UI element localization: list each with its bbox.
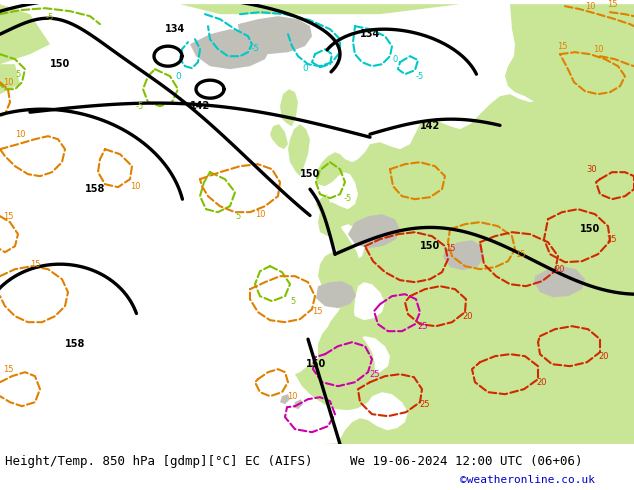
Text: 158: 158 bbox=[65, 339, 85, 349]
Text: 15: 15 bbox=[30, 260, 40, 269]
Polygon shape bbox=[505, 4, 634, 106]
Text: 15: 15 bbox=[312, 307, 322, 316]
Text: 150: 150 bbox=[306, 359, 326, 369]
Polygon shape bbox=[0, 4, 50, 64]
Text: 5: 5 bbox=[235, 212, 241, 220]
Text: 20: 20 bbox=[598, 352, 609, 361]
Text: 0: 0 bbox=[392, 55, 398, 64]
Text: 134: 134 bbox=[360, 29, 380, 39]
Text: 10: 10 bbox=[287, 392, 297, 401]
Polygon shape bbox=[316, 194, 375, 392]
Polygon shape bbox=[190, 29, 270, 69]
Polygon shape bbox=[320, 414, 634, 444]
Text: 25: 25 bbox=[607, 235, 618, 244]
Polygon shape bbox=[295, 346, 378, 410]
Text: 30: 30 bbox=[586, 165, 597, 173]
Text: -5: -5 bbox=[416, 72, 424, 81]
Text: 15: 15 bbox=[557, 42, 567, 50]
Text: 10: 10 bbox=[255, 210, 265, 219]
Text: 142: 142 bbox=[190, 101, 210, 111]
Polygon shape bbox=[280, 89, 298, 126]
Text: -5: -5 bbox=[250, 44, 259, 53]
Text: 150: 150 bbox=[300, 169, 320, 179]
Text: 150: 150 bbox=[420, 241, 440, 251]
Text: 15: 15 bbox=[3, 365, 13, 374]
Text: 25: 25 bbox=[418, 321, 428, 331]
Text: 25: 25 bbox=[420, 400, 430, 409]
Polygon shape bbox=[534, 266, 585, 297]
Text: 20: 20 bbox=[555, 265, 566, 274]
Polygon shape bbox=[0, 64, 20, 94]
Text: 0: 0 bbox=[302, 64, 308, 73]
Text: 10: 10 bbox=[3, 78, 13, 87]
Text: -5: -5 bbox=[136, 102, 144, 111]
Polygon shape bbox=[270, 124, 288, 149]
Text: 0: 0 bbox=[175, 72, 181, 81]
Text: 5: 5 bbox=[15, 70, 21, 79]
Text: Height/Temp. 850 hPa [gdmp][°C] EC (AIFS): Height/Temp. 850 hPa [gdmp][°C] EC (AIFS… bbox=[5, 455, 313, 468]
Polygon shape bbox=[443, 240, 484, 270]
Polygon shape bbox=[280, 394, 290, 404]
Text: ©weatheronline.co.uk: ©weatheronline.co.uk bbox=[460, 475, 595, 485]
Text: 10: 10 bbox=[585, 1, 595, 11]
Text: 20: 20 bbox=[537, 378, 547, 387]
Polygon shape bbox=[316, 281, 356, 308]
Polygon shape bbox=[348, 214, 400, 248]
Text: 25: 25 bbox=[370, 369, 380, 379]
Text: 150: 150 bbox=[580, 224, 600, 234]
Text: -5: -5 bbox=[344, 194, 352, 203]
Text: 15: 15 bbox=[515, 250, 525, 259]
Text: 142: 142 bbox=[420, 121, 440, 131]
Text: 150: 150 bbox=[50, 59, 70, 69]
Text: 158: 158 bbox=[85, 184, 105, 194]
Text: 5: 5 bbox=[290, 296, 295, 306]
Text: We 19-06-2024 12:00 UTC (06+06): We 19-06-2024 12:00 UTC (06+06) bbox=[350, 455, 583, 468]
Text: 15: 15 bbox=[607, 0, 618, 9]
Text: 10: 10 bbox=[15, 130, 25, 139]
Text: 20: 20 bbox=[463, 312, 473, 320]
Text: 134: 134 bbox=[165, 24, 185, 34]
Polygon shape bbox=[294, 399, 303, 409]
Text: 15: 15 bbox=[444, 244, 455, 253]
Text: 10: 10 bbox=[593, 45, 603, 54]
Polygon shape bbox=[288, 124, 310, 176]
Text: 10: 10 bbox=[130, 182, 140, 191]
Polygon shape bbox=[130, 4, 634, 444]
Text: 15: 15 bbox=[3, 212, 13, 220]
Text: -5: -5 bbox=[46, 13, 54, 22]
Polygon shape bbox=[238, 16, 312, 54]
